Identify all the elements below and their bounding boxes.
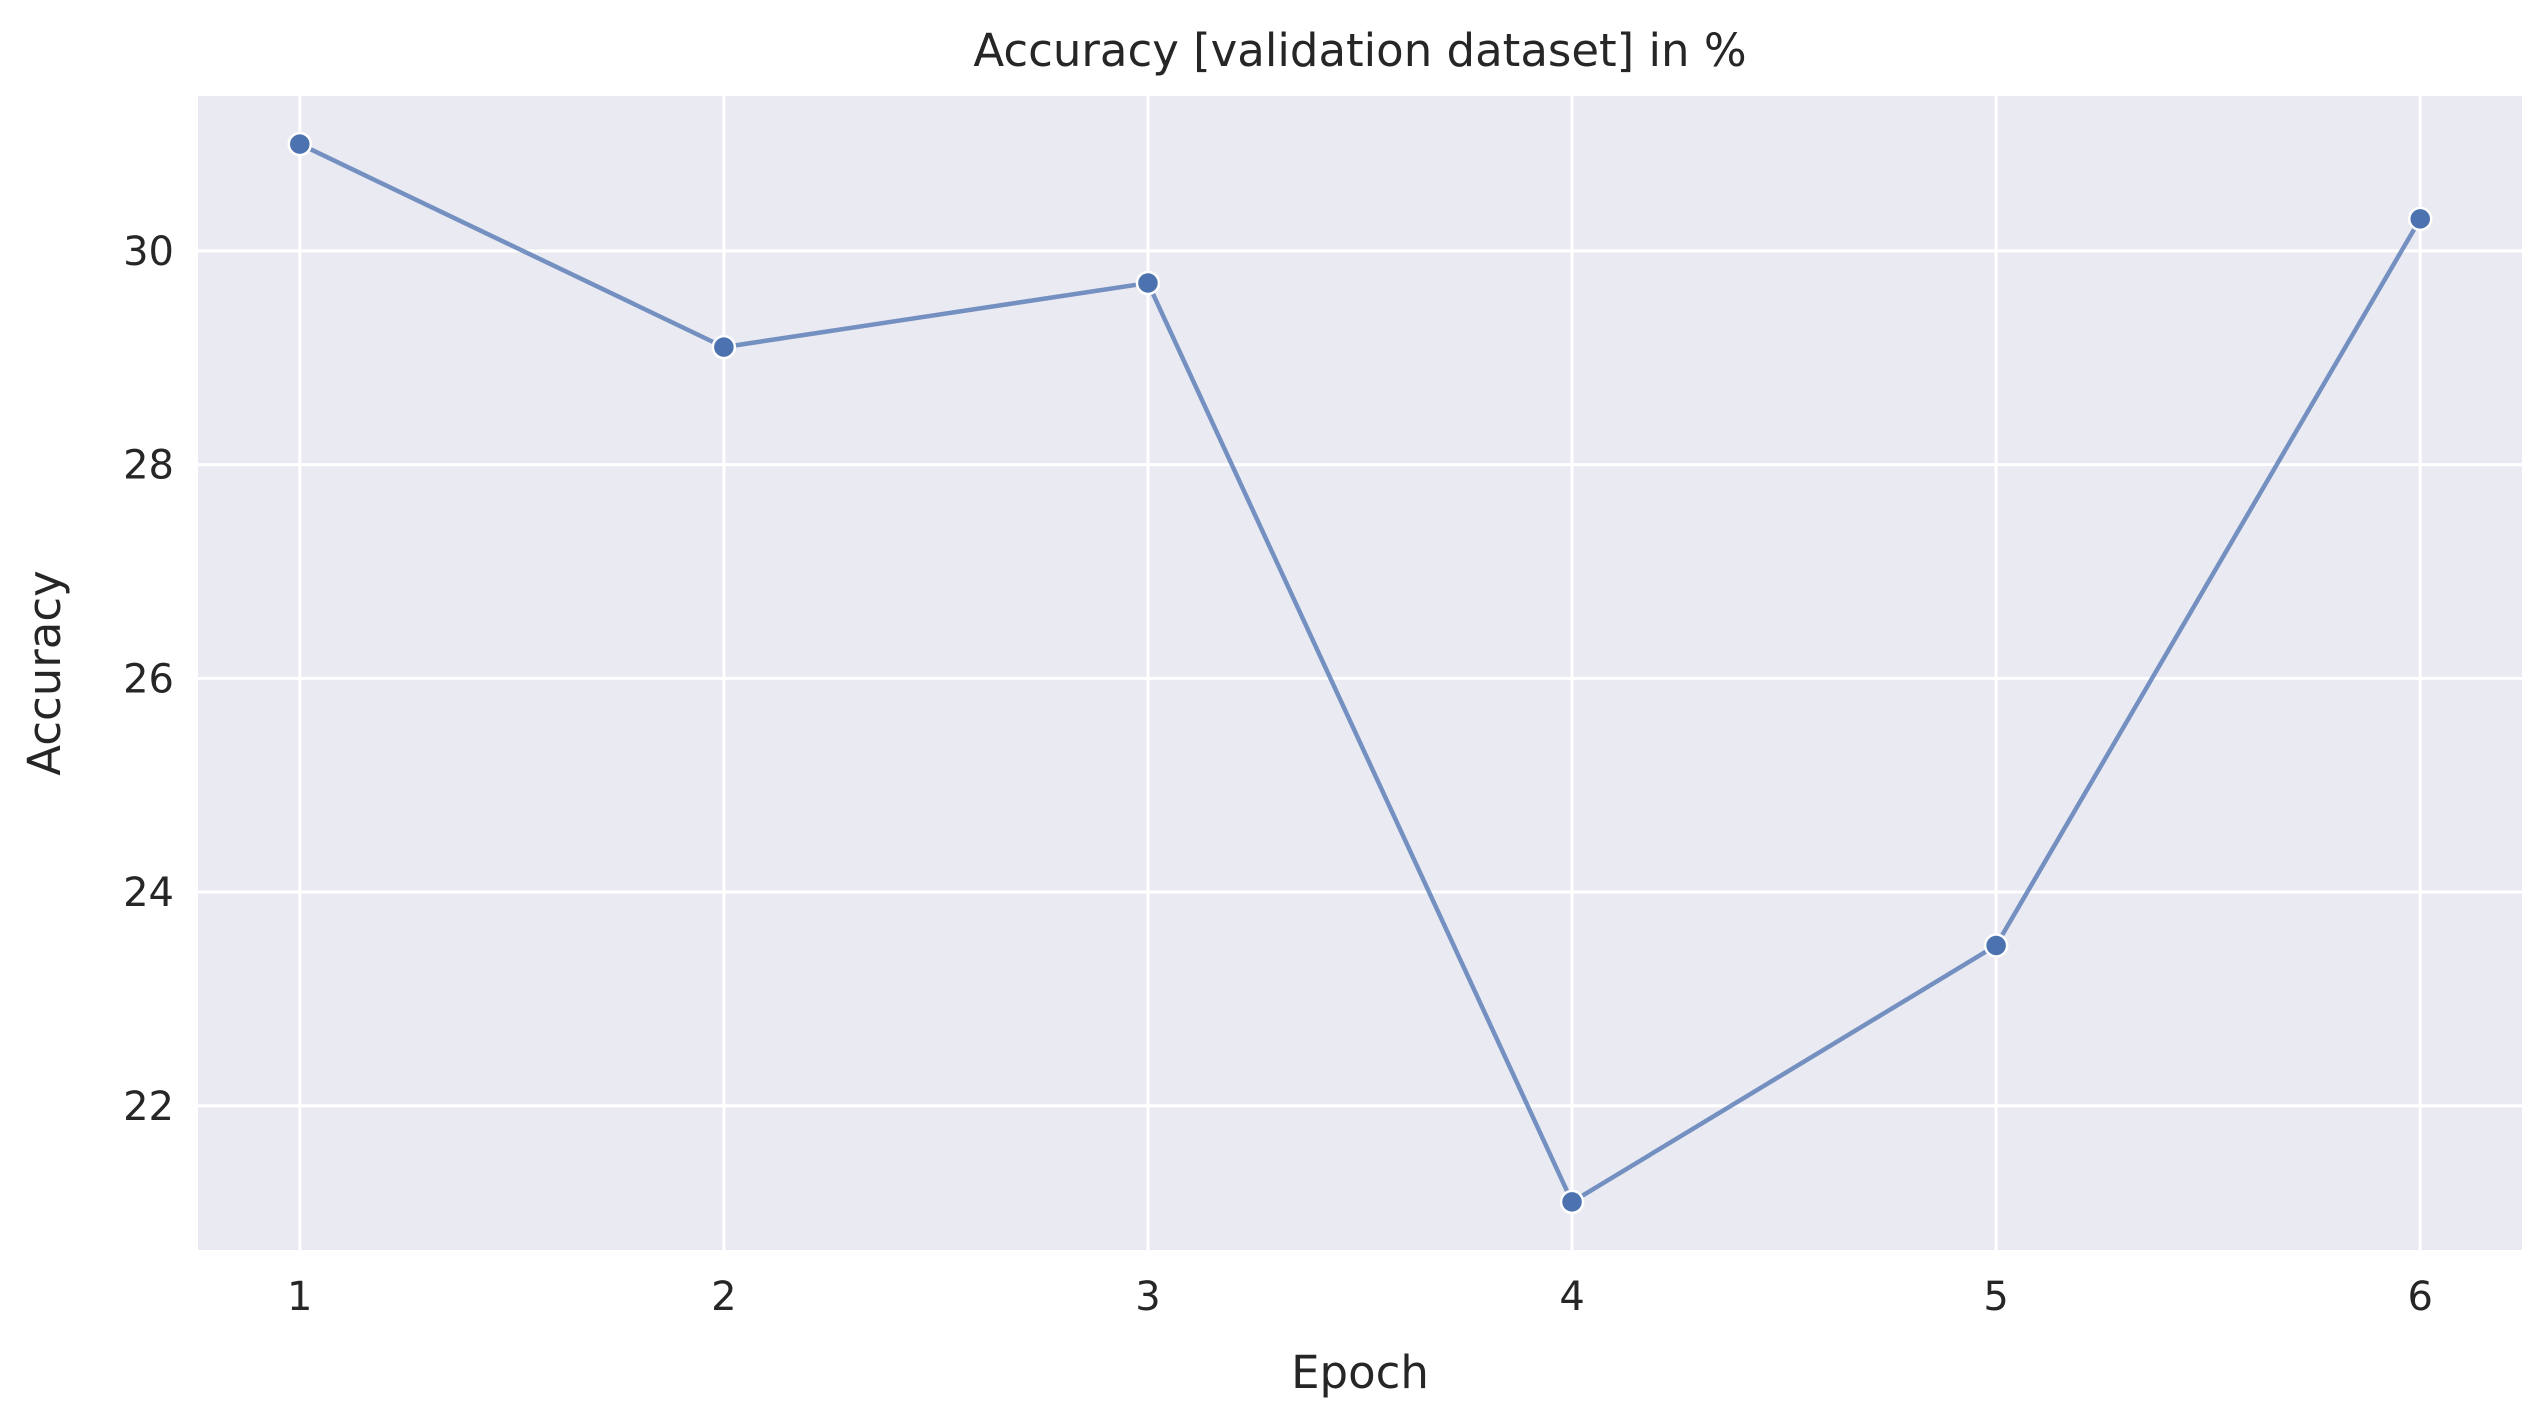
x-tick-label: 6 [2407, 1274, 2432, 1320]
y-tick-label: 30 [123, 229, 174, 275]
x-tick-label: 3 [1135, 1274, 1160, 1320]
series-layer [287, 131, 2433, 1215]
x-tick-labels: 1 2 3 4 5 6 [287, 1274, 2433, 1320]
y-tick-labels: 22 24 26 28 30 [123, 229, 174, 1130]
y-gridlines [198, 249, 2522, 1108]
data-point [1135, 270, 1161, 296]
x-tick-label: 1 [287, 1274, 312, 1320]
y-tick-label: 28 [123, 443, 174, 489]
y-tick-label: 24 [123, 870, 174, 916]
data-point [1983, 933, 2009, 958]
y-tick-label: 22 [123, 1084, 174, 1130]
data-point [1559, 1189, 1585, 1215]
data-point [2407, 206, 2433, 232]
data-point [711, 334, 737, 360]
y-axis-label: Accuracy [18, 570, 71, 775]
y-tick-label: 26 [123, 656, 174, 702]
plot-background [198, 96, 2522, 1250]
x-axis-label: Epoch [1291, 1346, 1429, 1399]
chart-title: Accuracy [validation dataset] in % [973, 24, 1746, 77]
x-tick-label: 2 [711, 1274, 736, 1320]
data-point [287, 131, 313, 157]
x-tick-label: 5 [1983, 1274, 2008, 1320]
x-tick-label: 4 [1559, 1274, 1584, 1320]
series-line [297, 141, 2423, 1205]
